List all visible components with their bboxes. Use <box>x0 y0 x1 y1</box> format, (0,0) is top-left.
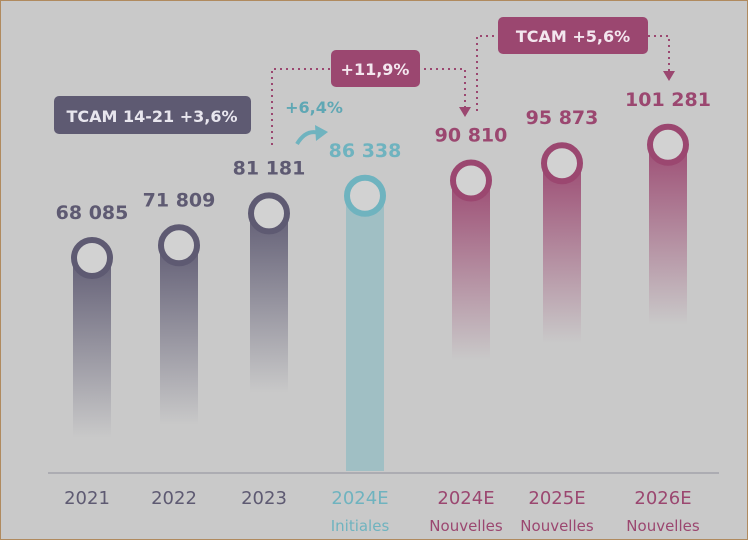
growth-initial-arrowhead-icon <box>315 125 328 141</box>
point-marker-2 <box>248 192 290 235</box>
value-label-2: 81 181 <box>233 157 306 179</box>
growth-initial-annotation: +6,4% <box>285 98 343 146</box>
tick-label-2: 2023 <box>241 488 287 509</box>
point-marker-4 <box>450 159 492 202</box>
point-marker-5 <box>541 142 583 185</box>
growth-new-annotation: +11,9% <box>271 50 471 145</box>
tick-label-0: 2021 <box>64 488 110 509</box>
tcam-new-annotation: TCAM +5,6% <box>476 17 675 111</box>
point-marker-3 <box>344 174 386 217</box>
bar-0 <box>73 258 111 438</box>
tcam-new-arrowhead-icon <box>663 71 675 81</box>
bar-3 <box>346 195 384 471</box>
tcam-hist-badge: TCAM 14-21 +3,6% <box>54 96 251 134</box>
tick-label-3: 2024E <box>331 488 388 509</box>
value-label-1: 71 809 <box>143 189 216 211</box>
bar-6 <box>649 144 687 325</box>
bar-2 <box>250 213 288 394</box>
tick-label-4: 2024E <box>437 488 494 509</box>
value-label-0: 68 085 <box>56 202 129 224</box>
point-marker-0 <box>71 237 113 279</box>
point-marker-1 <box>158 224 200 267</box>
growth-new-arrowhead-icon <box>459 107 471 117</box>
growth-initial-label: +6,4% <box>285 98 343 117</box>
point-marker-6 <box>647 123 689 166</box>
tick-sublabel-5: Nouvelles <box>520 517 594 535</box>
tick-sublabel-6: Nouvelles <box>626 517 700 535</box>
growth-new-label: +11,9% <box>341 60 410 79</box>
value-label-4: 90 810 <box>435 125 508 147</box>
tick-label-6: 2026E <box>634 488 691 509</box>
value-label-5: 95 873 <box>526 107 599 129</box>
bar-1 <box>160 245 198 426</box>
growth-new-connector <box>271 68 466 145</box>
value-label-6: 101 281 <box>625 89 711 111</box>
tick-sublabel-3: Initiales <box>331 517 390 535</box>
bar-4 <box>452 180 490 361</box>
tcam-new-label: TCAM +5,6% <box>516 27 630 46</box>
bar-5 <box>543 163 581 344</box>
tick-label-5: 2025E <box>528 488 585 509</box>
tick-sublabel-4: Nouvelles <box>429 517 503 535</box>
tick-label-1: 2022 <box>151 488 197 509</box>
tcam-new-connector <box>476 35 670 111</box>
value-label-3: 86 338 <box>329 140 402 162</box>
tcam-hist-label: TCAM 14-21 +3,6% <box>66 107 237 126</box>
